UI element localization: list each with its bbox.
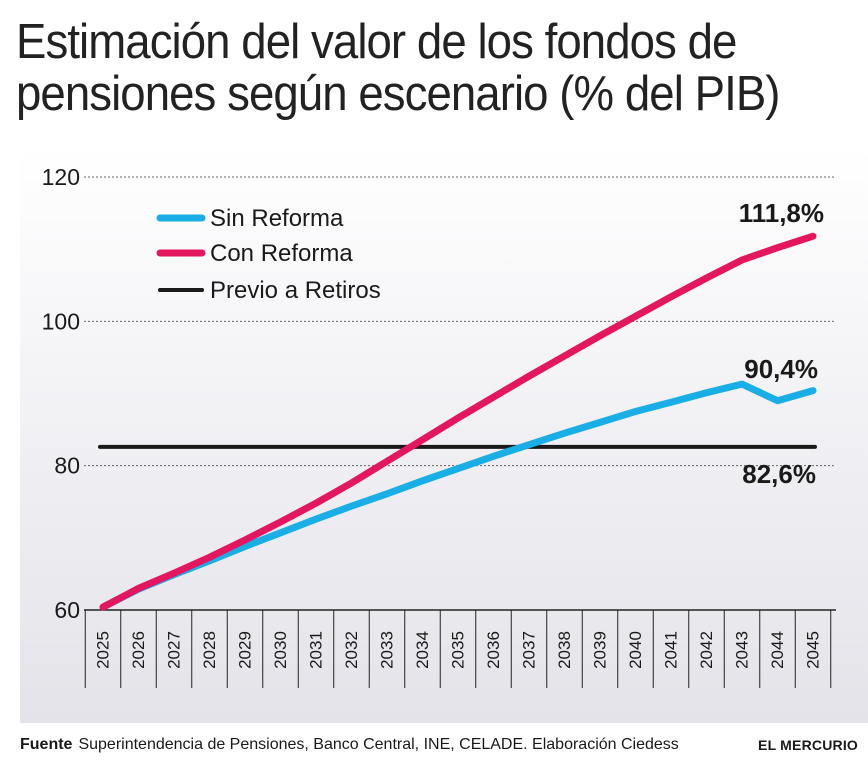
- x-tick-label: 2033: [378, 631, 397, 669]
- y-tick-label: 120: [42, 164, 80, 190]
- x-tick-label: 2025: [94, 631, 113, 669]
- x-tick-label: 2041: [662, 631, 681, 669]
- series-line-sin-reforma: [99, 380, 817, 611]
- title-line-2: pensiones según escenario (% del PIB): [16, 67, 780, 121]
- x-tick-label: 2039: [591, 631, 610, 669]
- series-layer: [98, 232, 817, 611]
- chart-panel: [20, 148, 868, 723]
- x-tick-label: 2030: [271, 631, 290, 669]
- end-labels: 90,4% 111,8% 82,6%: [739, 198, 824, 489]
- title-line-1: Estimación del valor de los fondos de: [16, 15, 737, 69]
- x-tick-label: 2043: [733, 631, 752, 669]
- legend: Sin Reforma Con Reforma Previo a Retiros: [156, 205, 381, 304]
- x-tick-label: 2034: [413, 631, 432, 669]
- footer: Fuente Superintendencia de Pensiones, Ban…: [20, 734, 862, 756]
- y-tick-label: 100: [42, 308, 80, 334]
- x-tick-label: 2045: [804, 631, 823, 669]
- brand-label: EL MERCURIO: [758, 737, 858, 753]
- end-value-label: 90,4%: [744, 354, 818, 384]
- chart-title: Estimación del valor de los fondos de pe…: [16, 16, 797, 120]
- x-axis: 2025 2026 2027 2028 2029 2030 2031 2032 2033 2034…: [84, 610, 832, 688]
- x-tick-label: 2040: [626, 631, 645, 669]
- source-label: Fuente: [20, 736, 73, 753]
- x-tick-label: 2042: [697, 631, 716, 669]
- x-tick-label: 2035: [449, 631, 468, 669]
- legend-label: Con Reforma: [210, 240, 353, 267]
- y-tick-label: 80: [54, 453, 80, 479]
- x-tick-label: 2027: [165, 631, 184, 669]
- y-tick-label: 60: [54, 597, 80, 623]
- legend-label: Previo a Retiros: [210, 277, 381, 304]
- x-tick-label: 2028: [200, 631, 219, 669]
- x-tick-label: 2038: [555, 631, 574, 669]
- source-text: Superintendencia de Pensiones, Banco Cen…: [78, 736, 679, 753]
- x-tick-label: 2032: [342, 631, 361, 669]
- x-tick-label: 2044: [768, 631, 787, 669]
- x-tick-label: 2029: [236, 631, 255, 669]
- x-tick-label: 2031: [307, 631, 326, 669]
- x-tick-label: 2036: [484, 631, 503, 669]
- legend-label: Sin Reforma: [210, 205, 344, 232]
- x-tick-label: 2037: [520, 631, 539, 669]
- end-value-label: 111,8%: [739, 198, 824, 228]
- end-value-label: 82,6%: [742, 459, 816, 489]
- x-tick-label: 2026: [129, 631, 148, 669]
- series-line-con-reforma: [99, 232, 817, 611]
